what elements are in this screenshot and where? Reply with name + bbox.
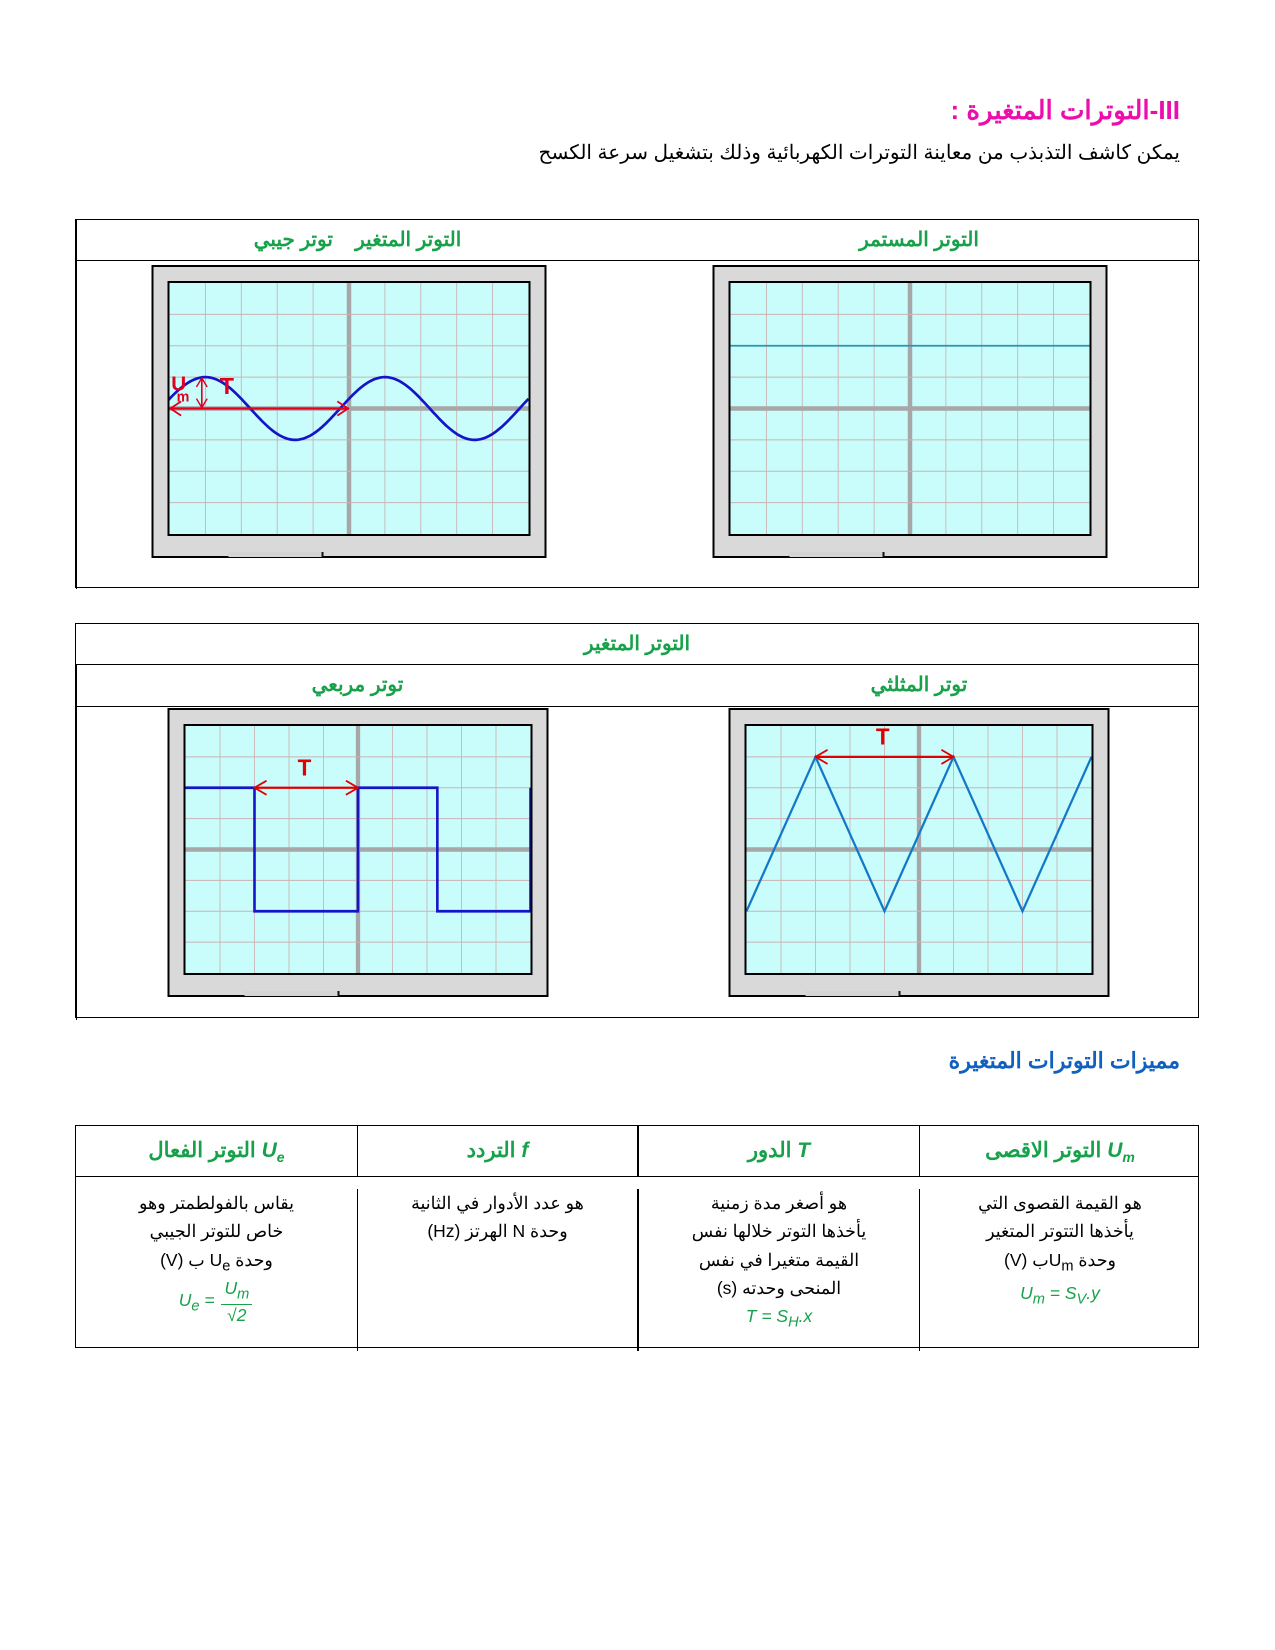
- svg-text:T: T: [298, 754, 312, 780]
- svg-text:T: T: [876, 726, 890, 750]
- svg-text:T: T: [220, 373, 234, 399]
- svg-text:m: m: [177, 389, 190, 405]
